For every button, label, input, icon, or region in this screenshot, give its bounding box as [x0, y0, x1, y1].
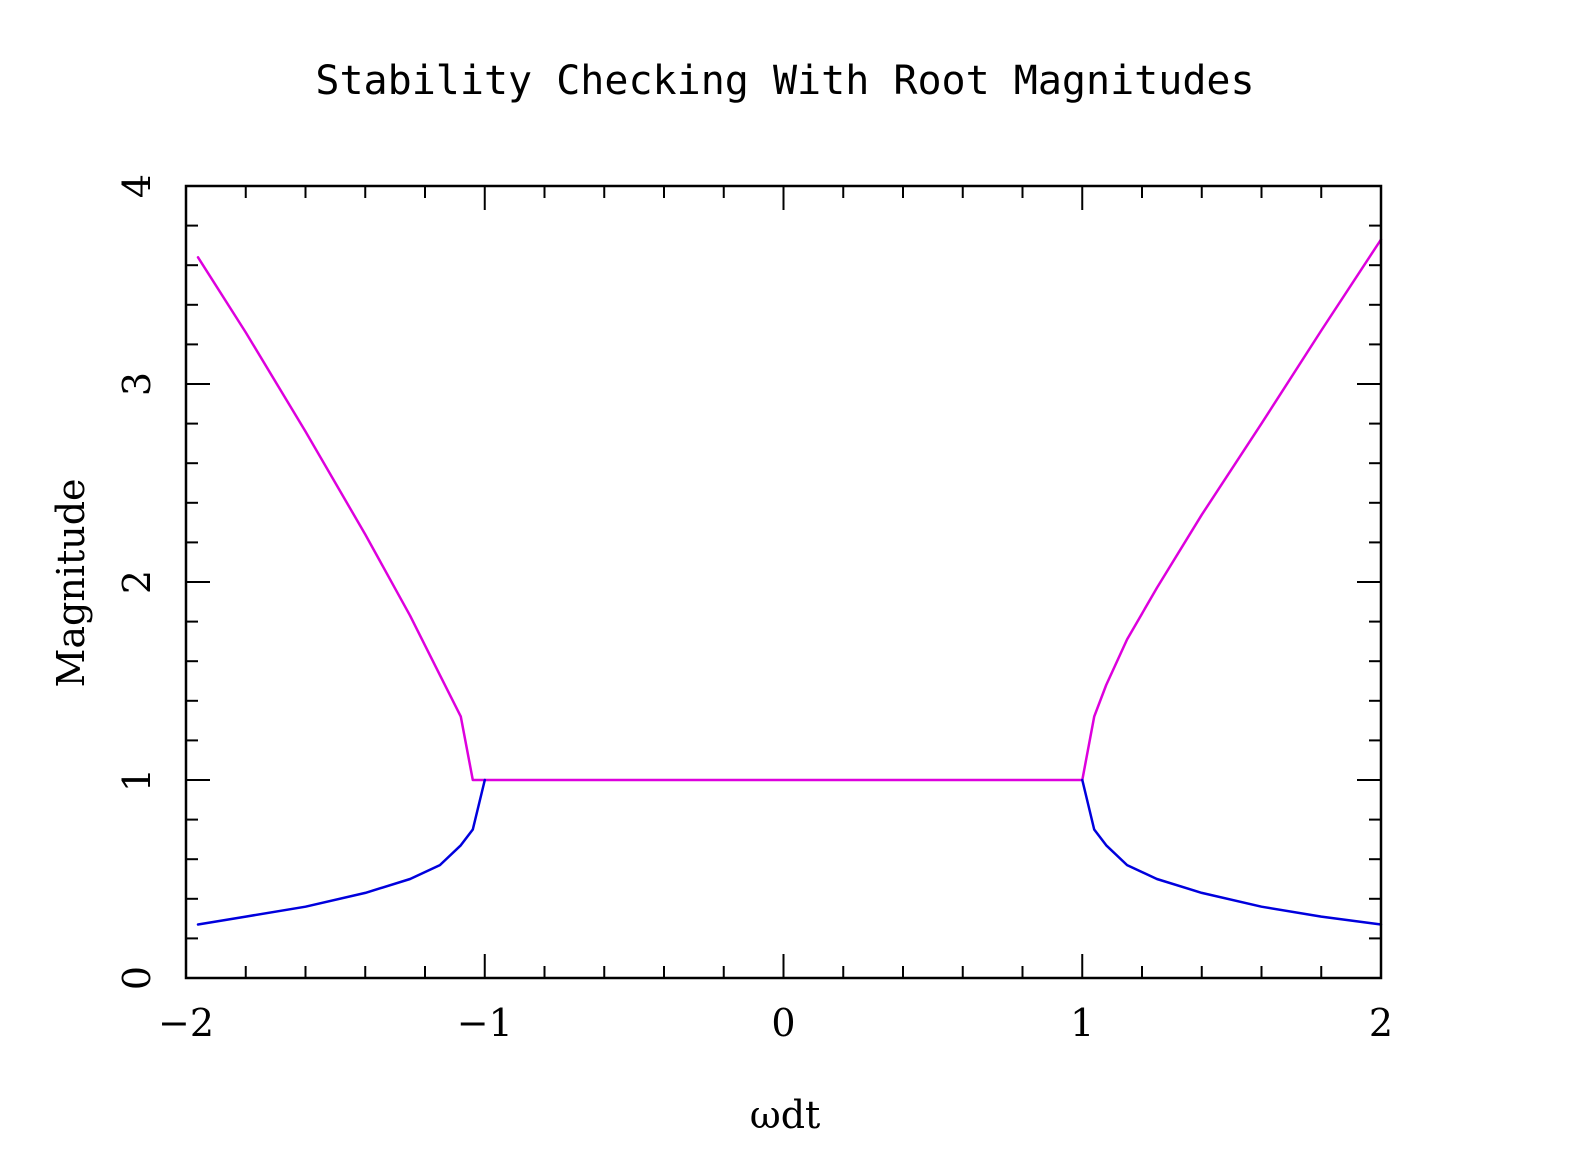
x-tick-label: 2 — [1369, 1001, 1393, 1045]
series-line-3 — [1081, 238, 1383, 782]
tick-labels: −2 −1 0 1 2 0 1 2 3 4 — [115, 174, 1393, 1045]
x-tick-label: 1 — [1070, 1001, 1094, 1045]
y-tick-label: 4 — [115, 174, 159, 198]
x-tick-label: −2 — [158, 1001, 214, 1045]
plot-frame — [184, 184, 1383, 980]
x-tick-label: −1 — [457, 1001, 513, 1045]
chart-title: Stability Checking With Root Magnitudes — [315, 58, 1254, 104]
series-line-1 — [196, 256, 487, 782]
axis-ticks — [185, 185, 1382, 979]
x-axis-label: ωdt — [750, 1093, 821, 1137]
series-layer — [196, 238, 1383, 926]
y-tick-label: 3 — [115, 372, 159, 396]
y-tick-label: 1 — [115, 768, 159, 792]
series-line-4 — [196, 778, 487, 926]
y-axis-label: Magnitude — [49, 478, 93, 687]
y-tick-label: 2 — [115, 570, 159, 594]
x-tick-label: 0 — [771, 1001, 795, 1045]
series-line-5 — [1081, 778, 1383, 926]
y-tick-label: 0 — [115, 966, 159, 990]
